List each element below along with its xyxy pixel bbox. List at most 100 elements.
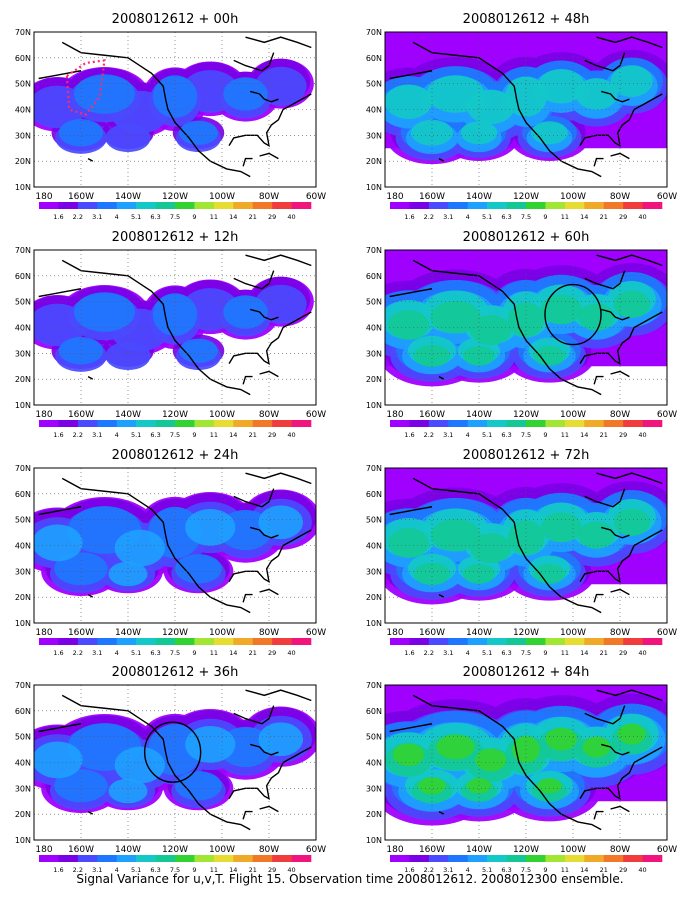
x-tick-label: 60W: [306, 192, 326, 202]
colorbar-label: 4: [466, 213, 470, 221]
colorbar-label: 2.2: [73, 866, 83, 874]
colorbar: 1.6 2.2 3.1 4 5.1 6.3 7.5 9 11 14 21 29 40: [39, 420, 312, 439]
y-tick-label: 20N: [366, 157, 382, 166]
x-tick-label: 80W: [259, 628, 279, 638]
y-tick-label: 70N: [15, 681, 31, 690]
y-tick-label: 10N: [366, 836, 382, 845]
y-tick-label: 20N: [15, 810, 31, 819]
y-tick-label: 50N: [366, 516, 382, 525]
colorbar-label: 3.1: [443, 649, 453, 657]
x-tick-label: 120W: [162, 192, 188, 202]
colorbar-label: 1.6: [404, 213, 414, 221]
colorbar-label: 9: [543, 431, 547, 439]
coastline: [389, 472, 663, 614]
colorbar-label: 14: [229, 213, 237, 221]
colorbar-label: 7.5: [170, 213, 180, 221]
map-panel: 2008012612 + 36h 10N 20N 30N 40N 50N 60N 70N 180…: [15, 665, 326, 874]
y-tick-label: 70N: [366, 681, 382, 690]
x-tick-label: 160W: [419, 192, 445, 202]
y-tick-label: 20N: [15, 593, 31, 602]
colorbar-label: 7.5: [521, 649, 531, 657]
colorbar-label: 4: [115, 649, 119, 657]
y-tick-label: 40N: [366, 759, 382, 768]
x-tick-label: 140W: [115, 628, 141, 638]
y-tick-label: 50N: [366, 298, 382, 307]
colorbar-label: 9: [192, 213, 196, 221]
colorbar-label: 5.1: [131, 649, 141, 657]
y-tick-label: 30N: [15, 784, 31, 793]
y-tick-label: 40N: [366, 106, 382, 115]
panel-frame: [384, 31, 668, 188]
y-tick-label: 70N: [15, 246, 31, 255]
colorbar-label: 29: [619, 866, 627, 874]
y-tick-label: 60N: [366, 490, 382, 499]
y-tick-label: 40N: [366, 542, 382, 551]
colorbar-label: 11: [210, 649, 218, 657]
map-panel: 2008012612 + 24h 10N 20N 30N 40N 50N 60N 70N 180…: [15, 448, 326, 657]
colorbar: 1.6 2.2 3.1 4 5.1 6.3 7.5 9 11 14 21 29 40: [39, 202, 312, 221]
panel-frame: [33, 684, 317, 841]
x-tick-label: 160W: [419, 845, 445, 855]
panel-title: 2008012612 + 48h: [463, 12, 590, 27]
y-tick-label: 50N: [15, 733, 31, 742]
colorbar-label: 9: [192, 431, 196, 439]
colorbar-label: 9: [192, 649, 196, 657]
x-tick-label: 80W: [610, 845, 630, 855]
coastline: [38, 689, 312, 831]
x-tick-label: 60W: [657, 192, 677, 202]
y-tick-label: 30N: [366, 349, 382, 358]
x-tick-label: 100W: [560, 192, 586, 202]
colorbar-label: 40: [638, 213, 646, 221]
x-tick-label: 100W: [209, 628, 235, 638]
x-tick-label: 160W: [68, 628, 94, 638]
x-tick-label: 60W: [657, 845, 677, 855]
colorbar-label: 9: [543, 866, 547, 874]
colorbar-label: 40: [287, 866, 295, 874]
x-tick-label: 160W: [419, 410, 445, 420]
colorbar-label: 3.1: [443, 866, 453, 874]
x-tick-label: 60W: [306, 845, 326, 855]
y-tick-label: 70N: [366, 246, 382, 255]
colorbar-label: 40: [638, 866, 646, 874]
colorbar-label: 5.1: [482, 213, 492, 221]
colorbar: 1.6 2.2 3.1 4 5.1 6.3 7.5 9 11 14 21 29 40: [390, 202, 663, 221]
y-tick-label: 10N: [15, 619, 31, 628]
colorbar-label: 14: [580, 213, 588, 221]
y-tick-label: 50N: [15, 516, 31, 525]
x-tick-label: 160W: [68, 410, 94, 420]
x-tick-label: 140W: [115, 845, 141, 855]
colorbar-label: 5.1: [482, 866, 492, 874]
colorbar-label: 1.6: [404, 431, 414, 439]
colorbar-label: 9: [192, 866, 196, 874]
colorbar-label: 29: [268, 866, 276, 874]
colorbar-label: 2.2: [73, 213, 83, 221]
colorbar-label: 6.3: [150, 866, 160, 874]
colorbar-label: 11: [210, 431, 218, 439]
x-tick-label: 180: [35, 845, 52, 855]
colorbar: 1.6 2.2 3.1 4 5.1 6.3 7.5 9 11 14 21 29 40: [39, 638, 312, 657]
colorbar-label: 11: [561, 649, 569, 657]
colorbar-label: 5.1: [131, 431, 141, 439]
variance-field: [34, 276, 314, 372]
map-panel: 2008012612 + 48h 10N 20N 30N 40N 50N 60N 70N 180…: [366, 12, 677, 221]
y-tick-label: 60N: [15, 54, 31, 63]
colorbar-label: 21: [600, 431, 608, 439]
colorbar-label: 21: [600, 649, 608, 657]
y-tick-label: 50N: [15, 80, 31, 89]
y-tick-label: 50N: [15, 298, 31, 307]
colorbar-label: 21: [249, 213, 257, 221]
x-tick-label: 120W: [162, 410, 188, 420]
map-panel: 2008012612 + 00h 10N 20N 30N 40N 50N 60N 70N 180…: [15, 12, 326, 221]
coastline: [389, 689, 663, 831]
colorbar-label: 29: [619, 431, 627, 439]
x-tick-label: 80W: [259, 192, 279, 202]
y-tick-label: 10N: [15, 401, 31, 410]
colorbar-label: 40: [287, 431, 295, 439]
colorbar-label: 7.5: [170, 866, 180, 874]
y-tick-label: 20N: [15, 157, 31, 166]
panel-title: 2008012612 + 24h: [112, 448, 239, 463]
x-tick-label: 80W: [610, 410, 630, 420]
x-tick-label: 160W: [68, 845, 94, 855]
colorbar-label: 14: [580, 649, 588, 657]
